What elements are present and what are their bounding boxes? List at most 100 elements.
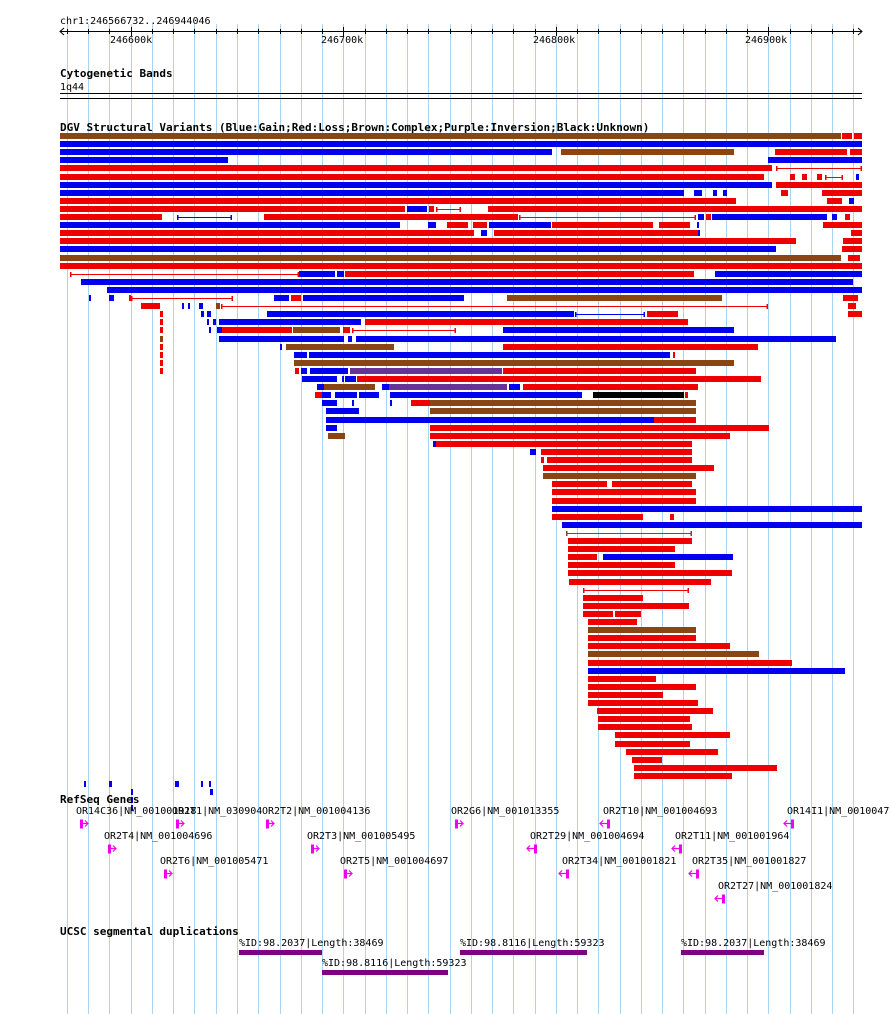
variant-gain[interactable] (81, 279, 853, 285)
variant-loss[interactable] (822, 190, 862, 196)
variant-gain[interactable] (107, 287, 862, 293)
variant-loss[interactable] (790, 174, 795, 180)
variant-loss[interactable] (568, 538, 692, 544)
variant-complex[interactable] (60, 133, 841, 139)
variant-loss[interactable] (60, 198, 736, 204)
variant-loss[interactable] (842, 133, 852, 139)
variant-gain[interactable] (335, 392, 357, 398)
variant-loss[interactable] (541, 449, 692, 455)
variant-complex[interactable] (293, 327, 340, 333)
variant-loss[interactable] (160, 344, 163, 350)
variant-gain[interactable] (310, 368, 348, 374)
variant-gain[interactable] (109, 295, 114, 301)
variant-gain[interactable] (188, 303, 190, 309)
variant-gain[interactable] (131, 789, 133, 795)
variant-gain[interactable] (60, 246, 776, 252)
variant-loss[interactable] (615, 732, 730, 738)
variant-gain[interactable] (322, 392, 331, 398)
variant-loss[interactable] (552, 481, 607, 487)
variant-gain[interactable] (603, 554, 733, 560)
gene-label[interactable]: OR2T35|NM_001001827 (692, 856, 807, 867)
variant-loss[interactable] (843, 238, 862, 244)
variant-gain[interactable] (407, 206, 427, 212)
variant-gain[interactable] (322, 400, 337, 406)
variant-gain[interactable] (60, 190, 684, 196)
variant-gain[interactable] (326, 408, 359, 414)
variant-gain[interactable] (562, 522, 862, 528)
variant-loss[interactable] (854, 133, 862, 139)
variant-gain[interactable] (89, 295, 91, 301)
variant-loss[interactable] (60, 238, 796, 244)
variant-loss[interactable] (647, 311, 678, 317)
variant-gain[interactable] (207, 311, 211, 317)
variant-gain[interactable] (694, 190, 702, 196)
variant-gain[interactable] (60, 149, 552, 155)
variant-loss[interactable] (473, 222, 487, 228)
variant-gain[interactable] (209, 327, 211, 333)
gene-label[interactable]: OR14I1|NM_001004734 (787, 806, 890, 817)
variant-gain[interactable] (768, 157, 862, 163)
variant-complex[interactable] (430, 408, 696, 414)
variant-gain[interactable] (382, 384, 389, 390)
variant-gain[interactable] (280, 344, 282, 350)
variant-gain[interactable] (219, 319, 361, 325)
variant-loss[interactable] (447, 222, 468, 228)
variant-loss[interactable] (503, 368, 696, 374)
variant-loss[interactable] (612, 481, 692, 487)
variant-gain[interactable] (356, 336, 836, 342)
variant-gain[interactable] (832, 214, 837, 220)
variant-loss[interactable] (588, 700, 698, 706)
variant-loss[interactable] (632, 757, 662, 763)
variant-loss[interactable] (659, 222, 690, 228)
variant-gain[interactable] (552, 506, 862, 512)
variant-complex[interactable] (324, 384, 375, 390)
variant-loss[interactable] (817, 174, 822, 180)
variant-gain[interactable] (209, 781, 211, 787)
variant-gain[interactable] (428, 222, 436, 228)
variant-complex[interactable] (216, 303, 220, 309)
variant-loss[interactable] (568, 554, 597, 560)
segdup-label[interactable]: %ID:98.2037|Length:38469 (239, 938, 384, 949)
variant-gain[interactable] (201, 781, 203, 787)
variant-gain[interactable] (267, 311, 574, 317)
variant-loss[interactable] (588, 684, 696, 690)
variant-loss[interactable] (626, 749, 718, 755)
variant-gain[interactable] (131, 805, 133, 811)
gene-label[interactable]: OR2T29|NM_001004694 (530, 831, 645, 842)
variant-loss[interactable] (802, 174, 807, 180)
variant-loss[interactable] (568, 562, 675, 568)
variant-loss[interactable] (568, 570, 732, 576)
variant-gain[interactable] (712, 214, 827, 220)
variant-gain[interactable] (342, 376, 344, 382)
variant-loss[interactable] (552, 222, 653, 228)
variant-complex[interactable] (543, 473, 696, 479)
variant-gain[interactable] (698, 214, 704, 220)
variant-complex[interactable] (294, 360, 734, 366)
variant-loss[interactable] (588, 643, 730, 649)
variant-loss[interactable] (430, 425, 769, 431)
variant-loss[interactable] (598, 716, 690, 722)
variant-loss[interactable] (160, 352, 163, 358)
variant-gain[interactable] (723, 190, 727, 196)
gene-exon[interactable] (534, 844, 537, 854)
variant-loss[interactable] (823, 222, 862, 228)
variant-complex[interactable] (588, 651, 759, 657)
variant-gain[interactable] (713, 190, 717, 196)
variant-gain[interactable] (337, 271, 344, 277)
variant-loss[interactable] (673, 352, 675, 358)
variant-loss[interactable] (488, 206, 862, 212)
gene-exon[interactable] (679, 844, 682, 854)
variant-loss[interactable] (541, 457, 544, 463)
variant-complex[interactable] (588, 627, 696, 633)
variant-loss[interactable] (597, 708, 713, 714)
variant-gain[interactable] (317, 384, 324, 390)
gene-label[interactable]: OR2T27|NM_001001824 (718, 881, 833, 892)
variant-loss[interactable] (583, 595, 643, 601)
variant-loss[interactable] (552, 514, 643, 520)
segdup-label[interactable]: %ID:98.2037|Length:38469 (681, 938, 826, 949)
gene-exon[interactable] (722, 894, 725, 904)
variant-gain[interactable] (60, 182, 772, 188)
variant-gain[interactable] (326, 417, 654, 423)
variant-gain[interactable] (352, 400, 354, 406)
variant-gain[interactable] (207, 319, 209, 325)
